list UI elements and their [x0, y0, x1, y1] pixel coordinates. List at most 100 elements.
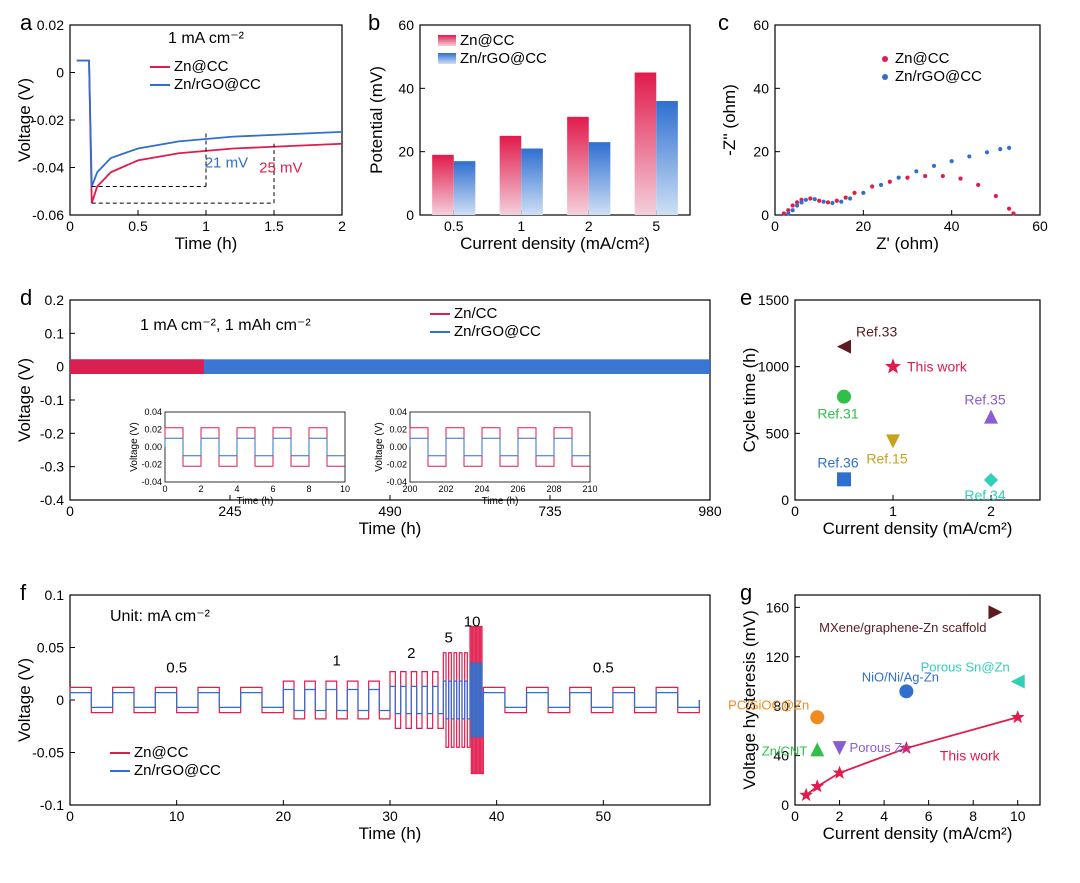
svg-text:MXene/graphene-Zn scaffold: MXene/graphene-Zn scaffold — [819, 620, 986, 635]
svg-text:1 mA cm⁻², 1 mAh cm⁻²: 1 mA cm⁻², 1 mAh cm⁻² — [140, 317, 311, 334]
svg-text:2: 2 — [987, 503, 995, 519]
svg-text:Ref.33: Ref.33 — [856, 324, 897, 340]
svg-text:Zn/rGO@CC: Zn/rGO@CC — [174, 76, 261, 93]
svg-text:60: 60 — [1032, 218, 1048, 234]
svg-text:0: 0 — [791, 503, 799, 519]
svg-text:1: 1 — [889, 503, 897, 519]
svg-text:-0.02: -0.02 — [141, 460, 162, 470]
svg-text:f: f — [20, 580, 27, 605]
svg-text:Ref.36: Ref.36 — [817, 454, 858, 470]
svg-text:0: 0 — [66, 503, 74, 519]
svg-text:Zn@CC: Zn@CC — [895, 50, 950, 67]
svg-text:490: 490 — [378, 503, 402, 519]
svg-text:1000: 1000 — [758, 359, 789, 375]
svg-text:0.5: 0.5 — [128, 218, 148, 234]
svg-text:0.2: 0.2 — [45, 292, 65, 308]
svg-text:0.5: 0.5 — [444, 218, 464, 234]
svg-text:1: 1 — [332, 652, 340, 669]
svg-text:50: 50 — [596, 808, 612, 824]
svg-text:Time (h): Time (h) — [237, 496, 274, 507]
svg-text:20: 20 — [856, 218, 872, 234]
svg-text:4: 4 — [880, 808, 888, 824]
svg-text:-0.06: -0.06 — [32, 207, 64, 223]
svg-text:Zn/CC: Zn/CC — [454, 305, 498, 322]
svg-text:-0.4: -0.4 — [40, 492, 64, 508]
svg-text:-0.04: -0.04 — [141, 477, 162, 487]
svg-text:-0.3: -0.3 — [40, 459, 64, 475]
svg-text:10: 10 — [340, 484, 350, 494]
svg-text:0.02: 0.02 — [144, 425, 162, 435]
svg-text:Zn@CC: Zn@CC — [174, 58, 229, 75]
svg-text:0.00: 0.00 — [389, 442, 407, 452]
svg-text:5: 5 — [652, 218, 660, 234]
svg-text:-0.05: -0.05 — [32, 745, 64, 761]
svg-text:10: 10 — [464, 614, 481, 631]
svg-text:0.05: 0.05 — [37, 640, 64, 656]
svg-text:PC/SiOC@Zn: PC/SiOC@Zn — [728, 697, 809, 712]
svg-text:210: 210 — [582, 484, 597, 494]
svg-text:0: 0 — [56, 692, 64, 708]
svg-text:0.02: 0.02 — [37, 17, 64, 33]
svg-text:Porous Zn: Porous Zn — [850, 740, 910, 755]
svg-text:-0.02: -0.02 — [386, 460, 407, 470]
svg-text:1: 1 — [517, 218, 525, 234]
svg-text:0: 0 — [56, 359, 64, 375]
svg-text:20: 20 — [753, 144, 769, 160]
svg-text:0: 0 — [771, 218, 779, 234]
svg-text:Ref.35: Ref.35 — [964, 392, 1005, 408]
svg-text:Zn/rGO@CC: Zn/rGO@CC — [454, 323, 541, 340]
svg-text:Zn@CC: Zn@CC — [134, 744, 189, 761]
svg-text:-0.2: -0.2 — [40, 425, 64, 441]
svg-text:0.1: 0.1 — [45, 587, 65, 603]
svg-text:-Z'' (ohm): -Z'' (ohm) — [720, 84, 739, 156]
svg-text:2: 2 — [198, 484, 203, 494]
svg-text:0: 0 — [162, 484, 167, 494]
svg-text:5: 5 — [444, 629, 452, 646]
svg-text:Current density (mA/cm²): Current density (mA/cm²) — [823, 519, 1013, 538]
svg-text:0: 0 — [66, 218, 74, 234]
svg-text:Voltage (V): Voltage (V) — [129, 422, 140, 471]
svg-text:40: 40 — [398, 80, 414, 96]
svg-text:1 mA cm⁻²: 1 mA cm⁻² — [168, 30, 245, 47]
svg-text:4: 4 — [234, 484, 239, 494]
svg-text:10: 10 — [1010, 808, 1026, 824]
svg-text:g: g — [740, 580, 752, 605]
svg-text:40: 40 — [753, 80, 769, 96]
svg-text:0: 0 — [66, 808, 74, 824]
svg-text:2: 2 — [836, 808, 844, 824]
svg-text:1500: 1500 — [758, 292, 789, 308]
svg-text:206: 206 — [510, 484, 525, 494]
svg-text:30: 30 — [382, 808, 398, 824]
svg-text:8: 8 — [969, 808, 977, 824]
svg-text:208: 208 — [546, 484, 561, 494]
svg-text:Voltage (V): Voltage (V) — [374, 422, 385, 471]
svg-text:0: 0 — [761, 207, 769, 223]
svg-text:Time (h): Time (h) — [359, 519, 422, 538]
svg-text:Current density (mA/cm²): Current density (mA/cm²) — [823, 824, 1013, 843]
svg-text:0: 0 — [56, 65, 64, 81]
svg-text:500: 500 — [766, 425, 790, 441]
svg-text:0: 0 — [406, 207, 414, 223]
svg-text:120: 120 — [766, 649, 790, 665]
svg-text:21 mV: 21 mV — [205, 155, 248, 172]
svg-text:0: 0 — [791, 808, 799, 824]
svg-text:20: 20 — [276, 808, 292, 824]
svg-text:2: 2 — [407, 645, 415, 662]
svg-text:d: d — [20, 285, 32, 310]
svg-text:1.5: 1.5 — [264, 218, 284, 234]
svg-text:Zn/CNT: Zn/CNT — [762, 743, 808, 758]
svg-text:0.04: 0.04 — [144, 407, 162, 417]
svg-text:25 mV: 25 mV — [259, 159, 302, 176]
svg-text:-0.02: -0.02 — [32, 112, 64, 128]
svg-text:40: 40 — [489, 808, 505, 824]
svg-text:0.1: 0.1 — [45, 325, 65, 341]
svg-text:735: 735 — [538, 503, 562, 519]
svg-text:6: 6 — [925, 808, 933, 824]
svg-text:204: 204 — [474, 484, 489, 494]
svg-text:Ref.31: Ref.31 — [817, 406, 858, 422]
svg-text:-0.1: -0.1 — [40, 392, 64, 408]
svg-text:0: 0 — [781, 492, 789, 508]
svg-text:2: 2 — [338, 218, 346, 234]
svg-text:0.00: 0.00 — [144, 442, 162, 452]
svg-text:Zn/rGO@CC: Zn/rGO@CC — [460, 50, 547, 67]
